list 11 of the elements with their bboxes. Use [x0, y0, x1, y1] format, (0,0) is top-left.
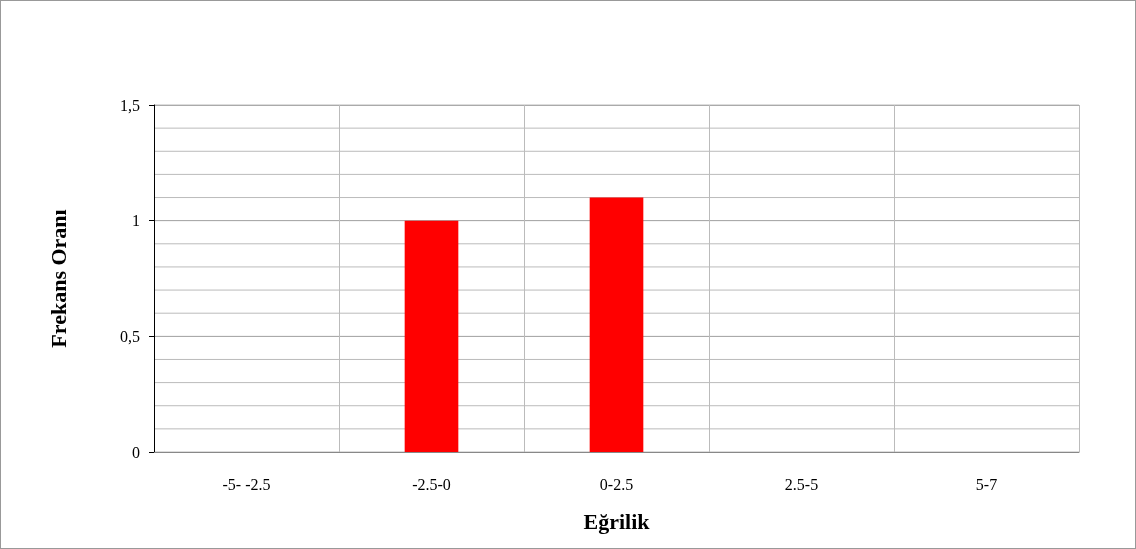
y-tick-label: 1,5	[120, 96, 140, 114]
x-axis-title: Eğrilik	[583, 508, 651, 534]
x-tick-label: 2.5-5	[784, 475, 819, 493]
y-tick-label: 1	[132, 212, 140, 230]
x-tick-label: -2.5-0	[412, 475, 451, 493]
y-tick-label: 0	[132, 443, 140, 461]
x-tick-label: 0-2.5	[599, 475, 634, 493]
y-axis-title: Frekans Oranı	[45, 209, 71, 348]
y-tick-label: 0,5	[120, 327, 140, 345]
x-tick-label: 5-7	[975, 475, 998, 493]
x-tick-label: -5- -2.5	[222, 475, 271, 493]
